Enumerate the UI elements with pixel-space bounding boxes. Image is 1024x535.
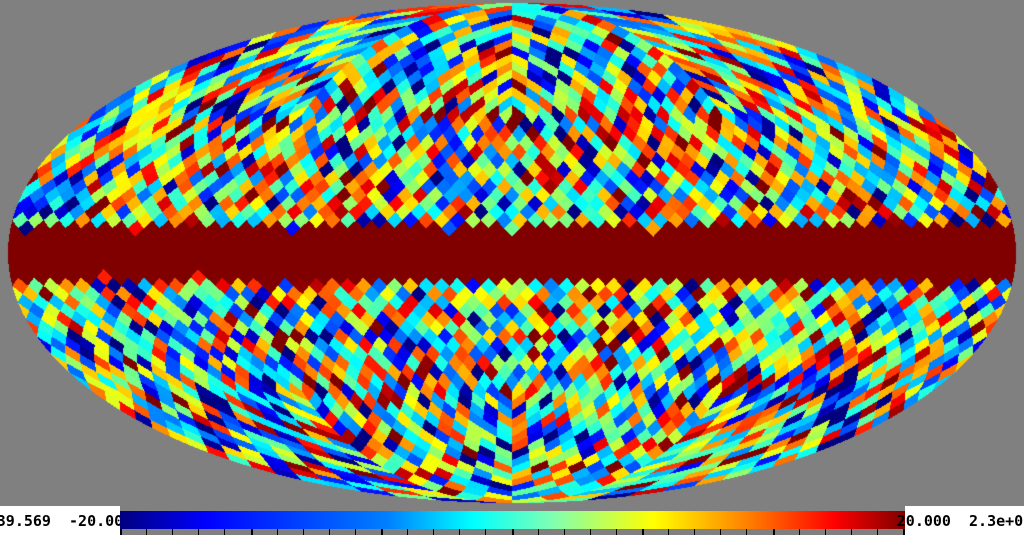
colorbar-tick: [825, 529, 826, 535]
colorbar-tick: [877, 529, 878, 535]
colorbar-tick: [538, 529, 539, 535]
colorbar-tick: [773, 529, 775, 535]
colorbar-tick: [642, 529, 644, 535]
colorbar-tick: [355, 529, 356, 535]
colorbar-tick: [616, 529, 617, 535]
colorbar-tick: [851, 529, 852, 535]
colorbar-ticks: [120, 529, 905, 535]
colorbar-tick: [485, 529, 486, 535]
colorbar-tick: [277, 529, 278, 535]
colorbar-tick: [146, 529, 147, 535]
all-sky-map: [0, 0, 1024, 506]
map-area: [0, 0, 1024, 506]
colorbar-tick: [198, 529, 199, 535]
colorbar-tick: [172, 529, 173, 535]
colorbar-tick: [433, 529, 434, 535]
colorbar-tick: [512, 529, 514, 535]
colorbar-tick: [590, 529, 591, 535]
colorbar-tick: [329, 529, 330, 535]
colorbar-tick: [251, 529, 253, 535]
colorbar-tick: [720, 529, 721, 535]
colorbar-max-labels: 20.000 2.3e+02: [897, 506, 1024, 535]
colorbar-tick: [459, 529, 460, 535]
colorbar: -39.569 -20.000 20.000 2.3e+02: [0, 506, 1024, 535]
colorbar-tick: [381, 529, 383, 535]
colorbar-strip: [120, 511, 905, 535]
colorbar-tick: [564, 529, 565, 535]
colorbar-tick: [799, 529, 800, 535]
colorbar-min-labels: -39.569 -20.000: [0, 506, 132, 535]
colorbar-tick: [746, 529, 747, 535]
colorbar-tick: [668, 529, 669, 535]
colorbar-tick: [224, 529, 225, 535]
colorbar-tick: [407, 529, 408, 535]
colorbar-tick: [303, 529, 304, 535]
colorbar-tick: [120, 529, 122, 535]
colorbar-tick: [903, 529, 905, 535]
colorbar-tick: [694, 529, 695, 535]
colorbar-gradient: [120, 511, 905, 529]
